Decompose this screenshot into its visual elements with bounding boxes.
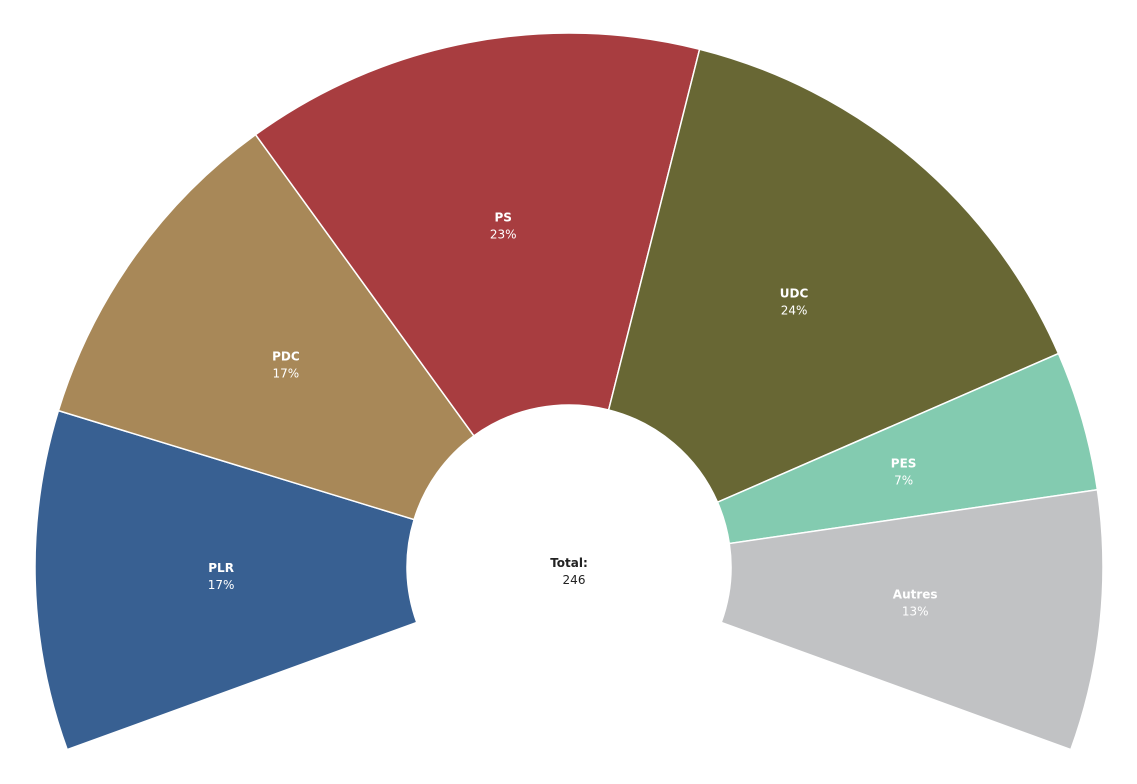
- segment-label-ps: PS: [495, 210, 512, 224]
- segment-value-pes: 7%: [894, 473, 913, 487]
- segment-value-pdc: 17%: [273, 367, 300, 381]
- chart-labels: PLR 17% PDC 17% PS 23% UDC 24% PES 7% Autres 13%: [208, 210, 938, 618]
- segment-value-ps: 23%: [490, 227, 517, 241]
- segment-plr[interactable]: [34, 409, 418, 751]
- total-value: 246: [563, 573, 586, 587]
- segment-label-plr: PLR: [208, 561, 234, 575]
- total-label: Total: 246: [550, 556, 588, 587]
- total-title: Total:: [550, 556, 588, 570]
- segment-label-pdc: PDC: [272, 350, 300, 364]
- segment-label-udc: UDC: [780, 287, 809, 301]
- segment-label-autres: Autres: [893, 587, 938, 601]
- segment-value-plr: 17%: [208, 578, 235, 592]
- segment-value-udc: 24%: [781, 304, 808, 318]
- segment-pdc[interactable]: [57, 133, 475, 521]
- segment-value-autres: 13%: [902, 604, 929, 618]
- segment-ps[interactable]: [254, 32, 701, 437]
- segment-label-pes: PES: [891, 456, 917, 470]
- segment-autres[interactable]: [720, 488, 1104, 751]
- segment-udc[interactable]: [607, 48, 1060, 504]
- chart-segments: [34, 32, 1104, 751]
